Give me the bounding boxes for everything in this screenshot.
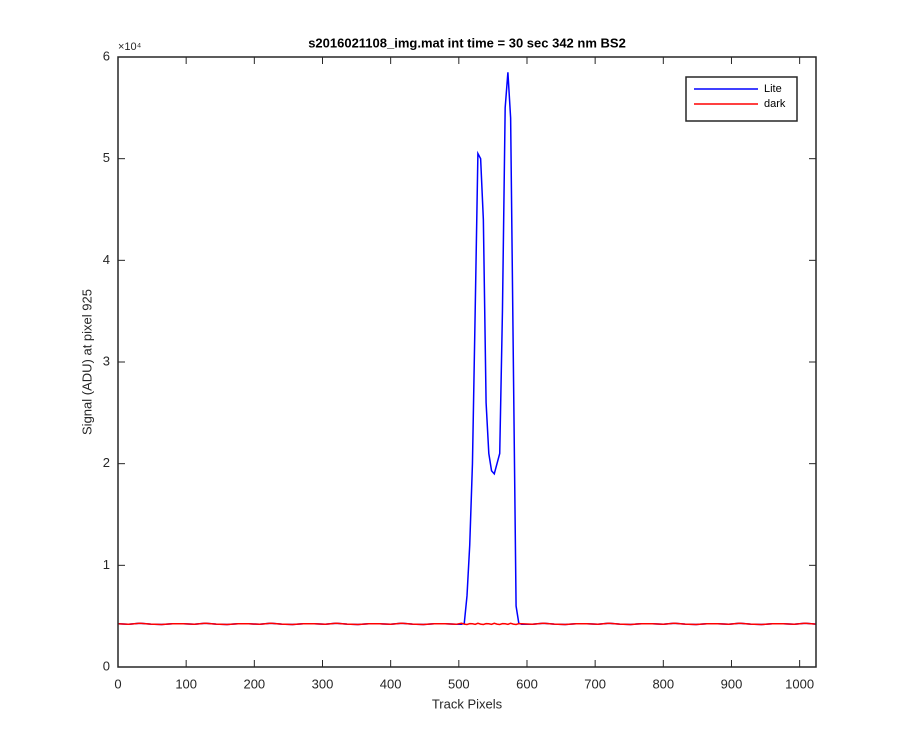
y-exponent: ×10⁴ bbox=[118, 41, 142, 53]
x-tick-label: 900 bbox=[721, 676, 743, 691]
y-tick-label: 3 bbox=[103, 353, 110, 368]
x-tick-label: 500 bbox=[448, 676, 470, 691]
x-tick-label: 0 bbox=[114, 676, 121, 691]
y-tick-label: 1 bbox=[103, 557, 110, 572]
axes-box bbox=[117, 56, 817, 668]
y-tick-label: 2 bbox=[103, 455, 110, 470]
series-line bbox=[117, 622, 817, 626]
x-tick-label: 400 bbox=[380, 676, 402, 691]
y-tick-label: 5 bbox=[103, 150, 110, 165]
x-tick-label: 700 bbox=[584, 676, 606, 691]
legend-label: dark bbox=[764, 98, 786, 110]
x-tick-label: 600 bbox=[516, 676, 538, 691]
chart-title: s2016021108_img.mat int time = 30 sec 34… bbox=[308, 35, 626, 50]
x-tick-label: 200 bbox=[243, 676, 265, 691]
x-tick-label: 100 bbox=[175, 676, 197, 691]
x-axis-label: Track Pixels bbox=[432, 696, 503, 711]
x-tick-label: 300 bbox=[312, 676, 334, 691]
legend-box bbox=[685, 76, 798, 122]
x-tick-label: 1000 bbox=[785, 676, 814, 691]
y-tick-label: 0 bbox=[103, 658, 110, 673]
legend-label: Lite bbox=[764, 83, 782, 95]
y-tick-label: 4 bbox=[103, 252, 110, 267]
y-axis-label: Signal (ADU) at pixel 925 bbox=[79, 289, 94, 435]
y-tick-label: 6 bbox=[103, 48, 110, 63]
x-tick-label: 800 bbox=[652, 676, 674, 691]
